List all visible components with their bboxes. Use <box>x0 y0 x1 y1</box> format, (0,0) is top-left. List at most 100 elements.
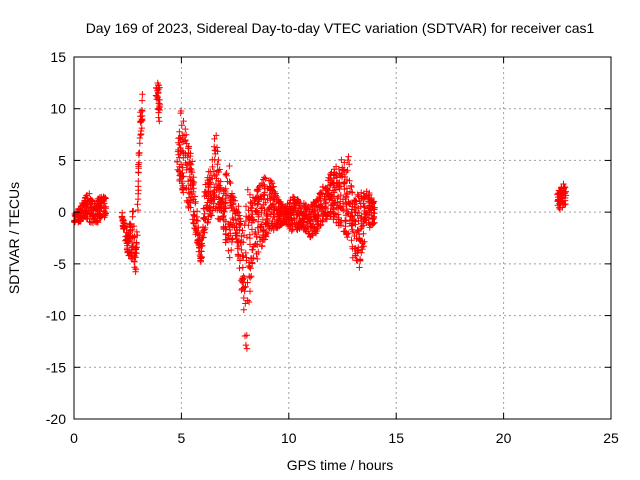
data-point <box>219 196 226 203</box>
data-point <box>189 158 196 165</box>
data-point <box>352 221 359 228</box>
data-point <box>190 208 197 215</box>
data-point <box>322 205 329 212</box>
data-point <box>190 188 197 196</box>
data-point <box>290 209 298 216</box>
data-point <box>236 255 244 263</box>
data-point <box>346 188 354 195</box>
data-point <box>260 181 268 188</box>
data-point <box>228 203 235 211</box>
data-point <box>245 222 252 229</box>
data-point <box>209 156 216 163</box>
data-point <box>354 247 361 254</box>
data-point <box>265 177 273 184</box>
data-point <box>126 221 133 228</box>
data-point <box>251 241 259 248</box>
data-point <box>258 234 266 242</box>
data-point <box>236 226 243 233</box>
data-point <box>368 203 375 210</box>
data-point <box>178 180 186 187</box>
data-point <box>347 200 354 207</box>
data-point <box>198 233 206 241</box>
data-point <box>271 188 278 196</box>
data-point <box>354 226 361 234</box>
data-point <box>227 179 234 187</box>
data-point <box>358 195 366 202</box>
data-point <box>214 161 221 168</box>
data-point <box>138 124 145 132</box>
data-point <box>246 288 254 295</box>
data-point <box>234 245 241 252</box>
data-point <box>197 258 204 265</box>
data-point <box>240 232 248 239</box>
data-point <box>219 213 226 220</box>
data-point <box>309 232 316 239</box>
data-point <box>357 214 364 222</box>
data-point <box>265 220 272 228</box>
data-point <box>240 284 248 291</box>
data-point <box>245 207 252 214</box>
data-point <box>314 223 321 230</box>
data-point <box>226 178 233 185</box>
data-point <box>238 246 245 254</box>
data-point <box>276 223 283 230</box>
data-point <box>226 224 233 231</box>
data-point <box>291 215 298 223</box>
data-point <box>182 125 189 133</box>
data-point <box>370 198 378 205</box>
data-point <box>278 201 285 208</box>
data-point <box>213 144 221 151</box>
data-point <box>246 273 253 280</box>
data-point <box>345 153 352 160</box>
data-point <box>242 341 250 349</box>
data-point <box>119 217 126 224</box>
data-point <box>248 259 256 266</box>
data-point <box>212 180 220 188</box>
data-point <box>232 216 240 224</box>
data-point <box>178 122 185 129</box>
data-point <box>242 203 250 210</box>
data-point <box>257 193 264 200</box>
data-point <box>346 161 353 168</box>
data-point <box>229 214 236 222</box>
data-point <box>185 185 192 193</box>
data-point <box>268 202 275 209</box>
x-tick-label: 0 <box>70 430 78 446</box>
data-point <box>340 180 347 188</box>
data-point <box>134 232 141 239</box>
data-point <box>178 136 186 143</box>
data-point <box>274 193 281 201</box>
data-point <box>331 210 338 217</box>
data-point <box>174 158 181 165</box>
data-point <box>341 173 349 181</box>
y-tick-label: 15 <box>50 49 66 65</box>
data-point <box>562 200 569 208</box>
data-point <box>247 274 254 281</box>
data-point <box>221 208 228 216</box>
data-point <box>213 175 220 182</box>
data-point <box>258 209 265 217</box>
data-point <box>277 201 285 208</box>
data-point <box>360 200 367 207</box>
data-point <box>139 91 146 98</box>
data-point <box>198 243 205 250</box>
data-point <box>222 185 229 192</box>
data-point <box>554 202 562 209</box>
data-point <box>561 183 568 191</box>
data-point <box>559 190 566 197</box>
data-point <box>294 196 301 203</box>
data-point <box>90 204 98 212</box>
data-point <box>121 223 128 230</box>
data-point <box>356 256 364 263</box>
data-point <box>262 199 269 206</box>
data-point <box>240 253 247 260</box>
y-tick-label: 5 <box>58 152 66 168</box>
data-point <box>234 209 241 217</box>
data-point <box>129 226 136 234</box>
y-tick-label: -5 <box>54 256 67 272</box>
data-point <box>215 168 222 176</box>
data-point <box>341 179 348 187</box>
data-point <box>246 191 254 198</box>
data-point <box>294 226 301 233</box>
